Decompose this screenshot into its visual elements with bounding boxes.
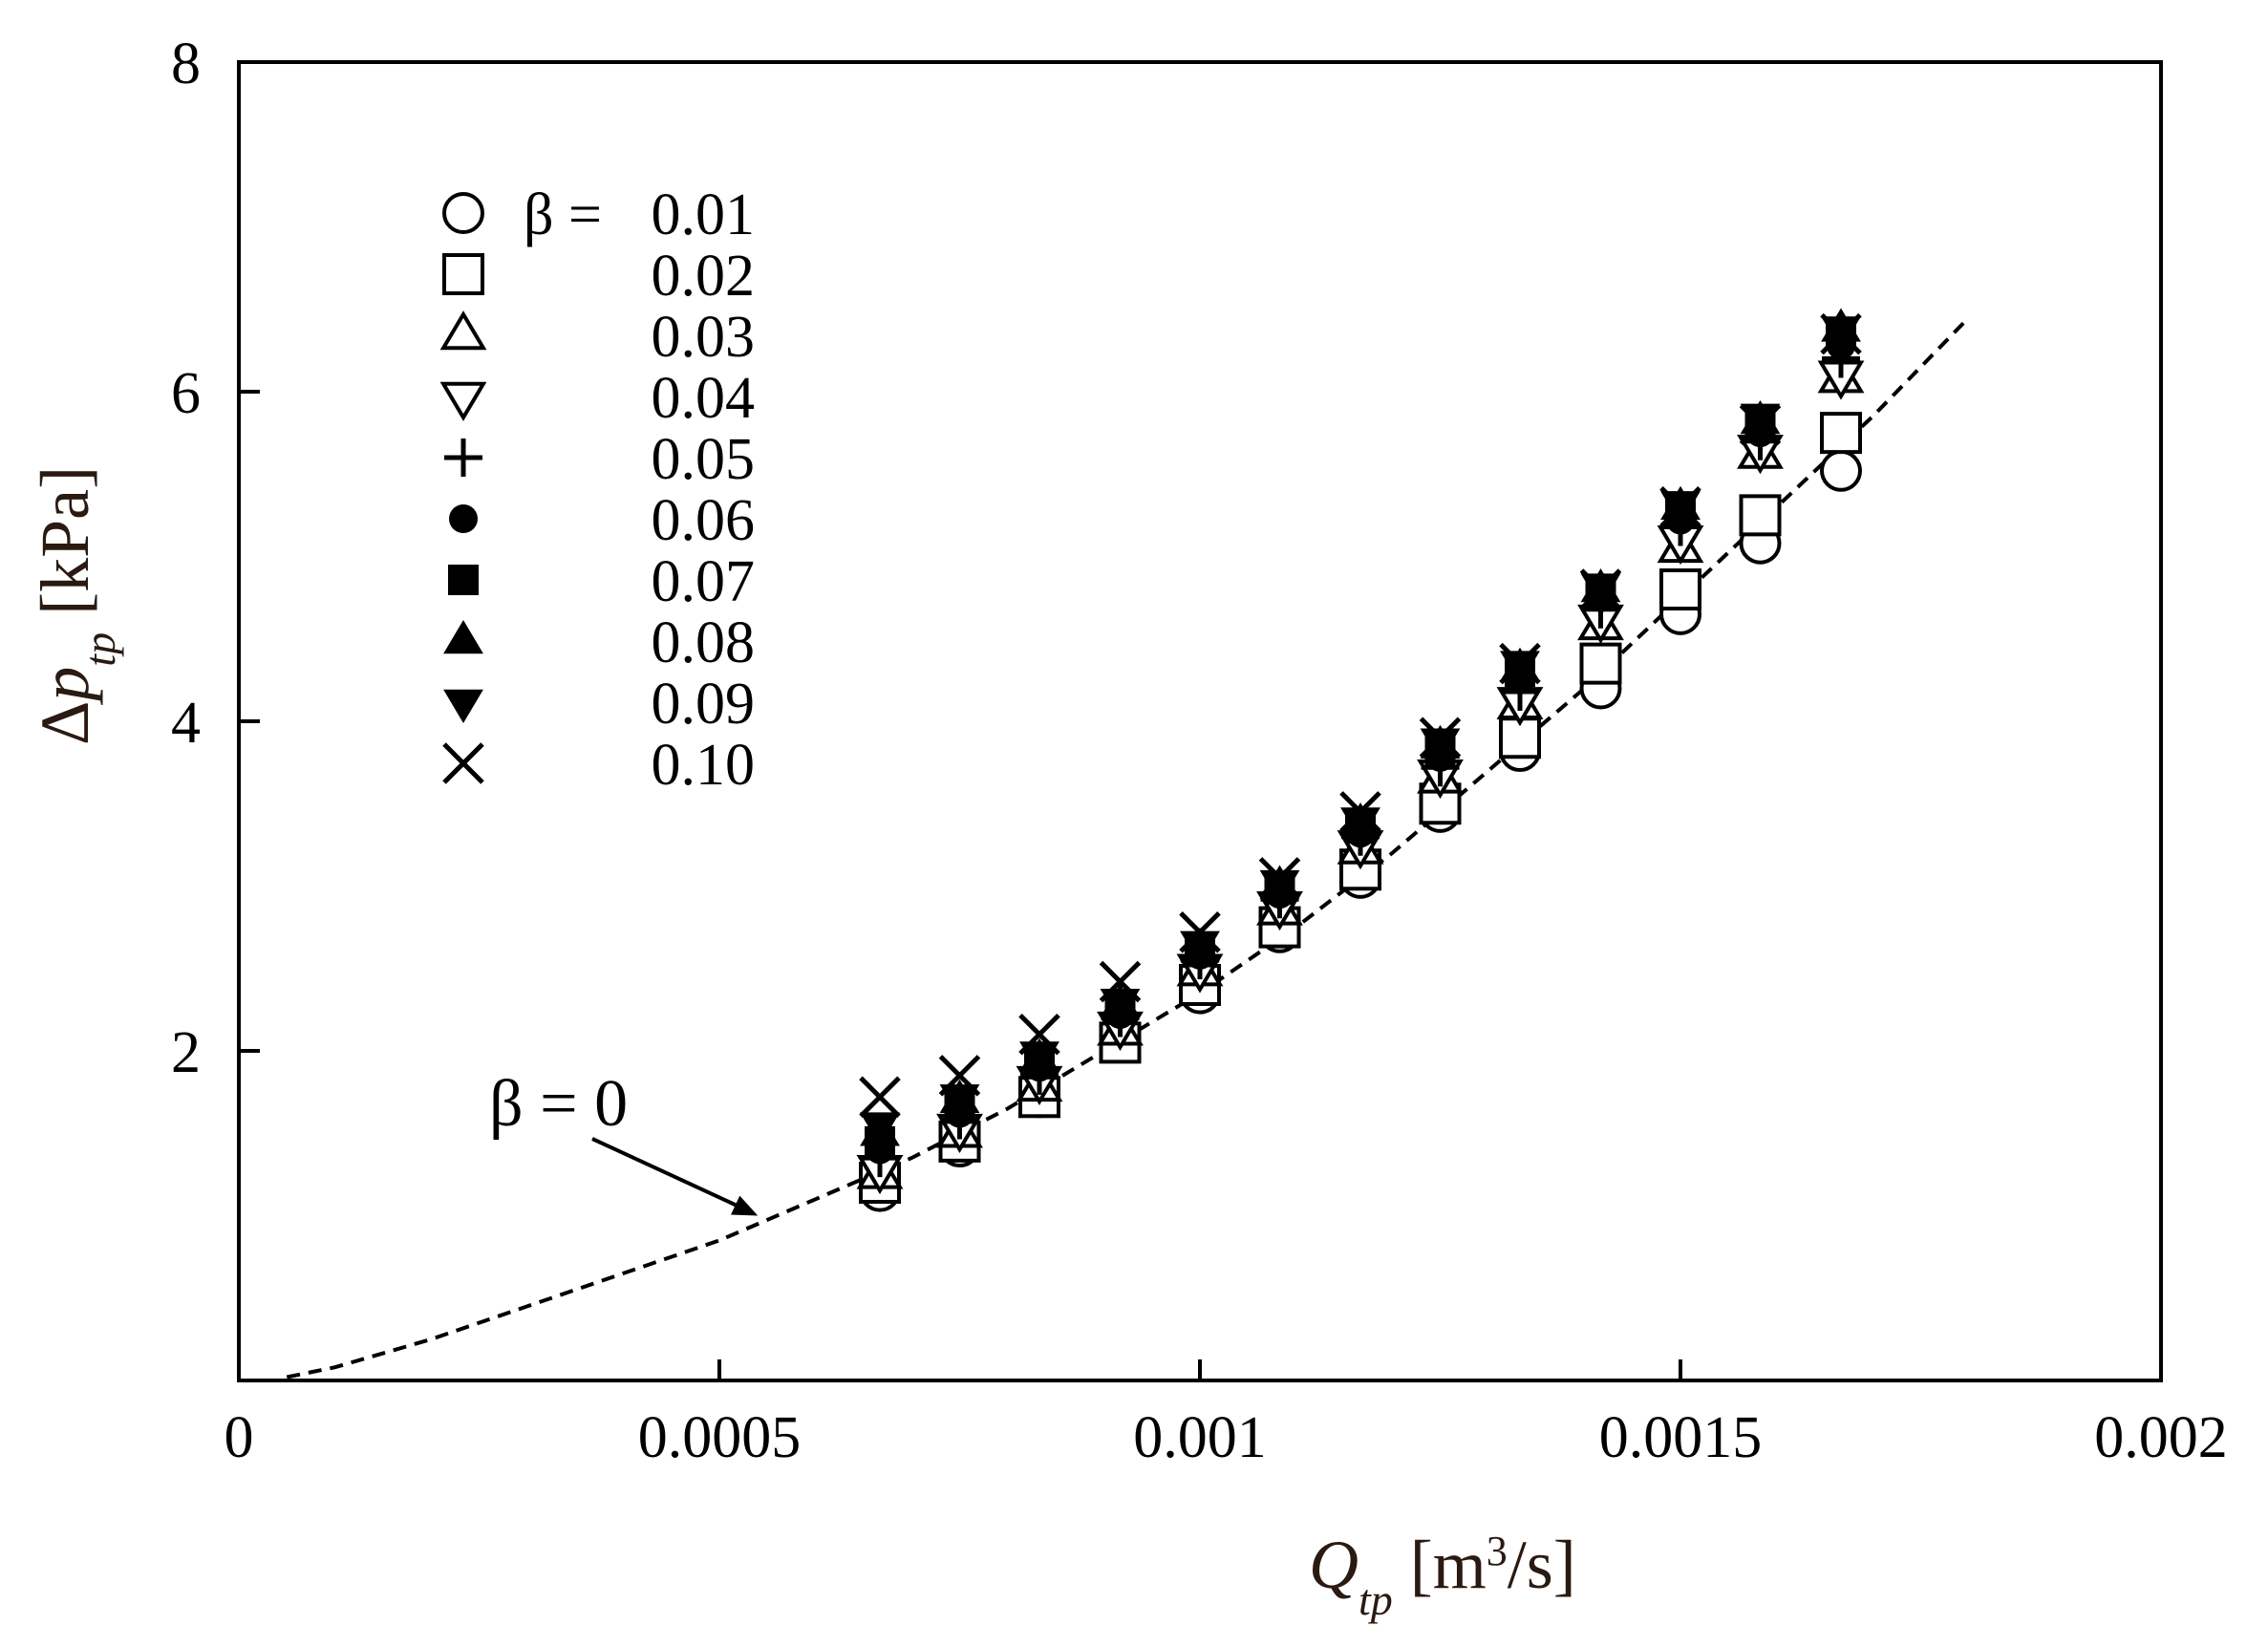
legend-label: 0.07 — [652, 549, 756, 614]
series-0.10 — [859, 312, 1862, 1119]
legend-marker — [442, 742, 484, 784]
legend-label: 0.01 — [652, 182, 756, 247]
legend-label: 0.04 — [652, 366, 756, 431]
data-point — [1019, 1041, 1059, 1076]
legend-marker — [442, 253, 484, 295]
x-axis-unit-prefix: [m — [1393, 1527, 1487, 1603]
legend-marker — [448, 565, 479, 595]
x-axis-title: Qtp [m3/s] — [1309, 1527, 1576, 1624]
data-point — [1018, 1013, 1060, 1056]
data-point — [1739, 403, 1782, 446]
x-axis-subscript: tp — [1359, 1575, 1393, 1624]
legend-label: 0.08 — [652, 610, 756, 675]
legend-marker — [439, 381, 487, 421]
legend-marker — [449, 504, 478, 533]
data-point — [938, 1055, 981, 1097]
legend-label: 0.05 — [652, 427, 756, 492]
legend-marker — [443, 689, 483, 723]
y-axis-title: Δptp [kPa] — [27, 466, 124, 745]
x-tick-label: 0 — [225, 1405, 254, 1470]
data-point — [1099, 960, 1142, 1003]
legend-label: 0.02 — [652, 244, 756, 309]
legend: 0.010.020.030.040.050.060.070.080.090.10… — [439, 182, 756, 798]
annotation-arrow-head — [731, 1195, 759, 1216]
data-point — [1419, 717, 1462, 759]
data-point — [1339, 791, 1381, 833]
data-point — [1820, 449, 1863, 492]
x-tick-label: 0.002 — [2094, 1405, 2228, 1470]
y-tick-label: 4 — [171, 691, 201, 756]
y-axis: 2 4 6 8 — [171, 32, 260, 1085]
data-point — [1259, 869, 1300, 905]
y-axis-unit: [kPa] — [27, 466, 103, 632]
data-point — [1420, 728, 1461, 762]
legend-marker — [442, 192, 484, 234]
data-point — [1659, 568, 1701, 610]
y-axis-symbol: p — [27, 667, 103, 706]
data-point — [1500, 651, 1540, 685]
x-tick-label: 0.0005 — [638, 1405, 802, 1470]
data-point — [1179, 911, 1221, 953]
y-tick-label: 8 — [171, 32, 201, 96]
x-axis: 0 0.0005 0.001 0.0015 0.002 — [225, 1359, 2228, 1470]
x-tick-label: 0.001 — [1133, 1405, 1267, 1470]
data-point — [860, 1112, 900, 1146]
data-point — [1258, 857, 1301, 899]
data-point — [1340, 807, 1380, 842]
legend-title-prefix: β = — [524, 182, 602, 247]
data-point — [1659, 485, 1701, 528]
x-axis-unit-sup: 3 — [1487, 1528, 1508, 1574]
data-points — [856, 308, 1865, 1212]
data-point — [1499, 642, 1541, 685]
x-axis-symbol: Q — [1309, 1527, 1359, 1603]
data-point — [1739, 494, 1782, 537]
legend-label: 0.06 — [652, 488, 756, 553]
data-point — [859, 1076, 901, 1119]
legend-label: 0.10 — [652, 733, 756, 798]
x-tick-label: 0.0015 — [1599, 1405, 1763, 1470]
y-axis-prefix: Δ — [27, 701, 103, 745]
annotation-arrow-line — [591, 1137, 748, 1212]
annotation-label: β = 0 — [489, 1067, 628, 1141]
data-point — [939, 1084, 980, 1119]
legend-marker — [439, 310, 487, 351]
y-axis-subscript: tp — [75, 632, 124, 667]
y-tick-label: 2 — [171, 1020, 201, 1085]
legend-marker — [444, 438, 482, 477]
legend-label: 0.09 — [652, 672, 756, 737]
annotation: β = 0 — [489, 1067, 759, 1216]
data-point — [1579, 642, 1622, 685]
legend-label: 0.03 — [652, 305, 756, 370]
legend-marker — [443, 620, 483, 654]
data-point — [1820, 412, 1863, 455]
data-point — [1579, 568, 1622, 610]
y-tick-label: 6 — [171, 361, 201, 426]
data-point — [1820, 312, 1862, 355]
data-point — [1100, 989, 1141, 1023]
x-axis-unit-suffix: /s] — [1508, 1527, 1576, 1603]
